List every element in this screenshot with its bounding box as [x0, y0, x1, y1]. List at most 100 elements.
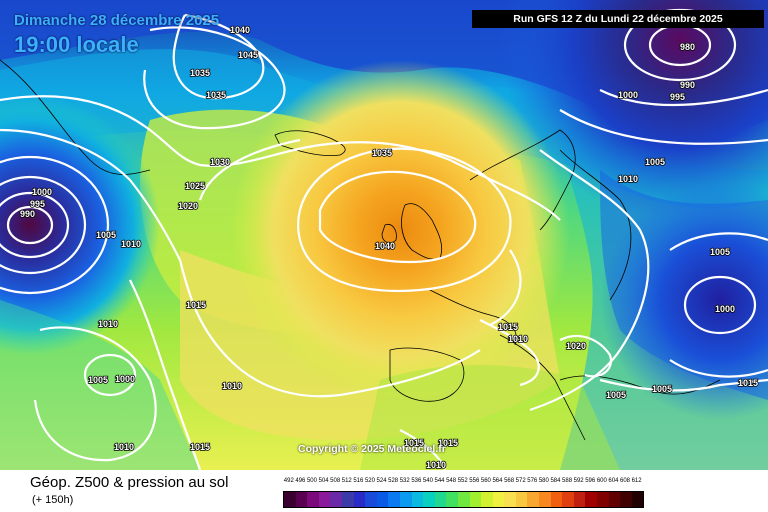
- scale-label: 572: [515, 478, 526, 484]
- scale-swatch: [446, 492, 458, 507]
- isobar-label: 1015: [438, 438, 458, 448]
- scale-label: 508: [330, 478, 341, 484]
- scale-swatch: [295, 492, 308, 507]
- isobar-label: 1035: [372, 148, 392, 158]
- scale-swatch: [481, 492, 493, 507]
- isobar-label: 1010: [222, 381, 242, 391]
- isobar-label: 1035: [190, 68, 210, 78]
- isobar-label: 980: [680, 42, 695, 52]
- isobar-label: 1020: [566, 341, 586, 351]
- isobar-label: 990: [680, 80, 695, 90]
- scale-label: 604: [608, 478, 619, 484]
- scale-swatch: [515, 492, 528, 507]
- isobar-label: 1010: [98, 319, 118, 329]
- scale-swatch: [585, 492, 598, 507]
- isobar-label: 1035: [206, 90, 226, 100]
- isobar-label: 1030: [210, 157, 230, 167]
- scale-label: 600: [596, 478, 607, 484]
- geopotential-pressure-map: 1040104510351035103010251020100099599010…: [0, 0, 768, 470]
- scale-swatch: [353, 492, 366, 507]
- isobar-label: 1000: [618, 90, 638, 100]
- scale-swatch: [550, 492, 563, 507]
- scale-swatch: [399, 492, 412, 507]
- isobar-label: 1015: [498, 322, 518, 332]
- scale-label: 540: [422, 478, 433, 484]
- forecast-date: Dimanche 28 décembre 2025: [14, 12, 220, 29]
- scale-label: 504: [318, 478, 329, 484]
- scale-swatch: [330, 492, 342, 507]
- scale-label: 588: [562, 478, 573, 484]
- isobar-label: 1010: [114, 442, 134, 452]
- isobar-label: 1015: [738, 378, 758, 388]
- scale-label: 496: [295, 478, 306, 484]
- isobar-label: 1000: [715, 304, 735, 314]
- isobar-label: 1015: [404, 438, 424, 448]
- weather-map: 1040 1045 1035 1035 1030 1025 1020 1000 995 990 10…: [0, 0, 768, 470]
- isobar-label: 1010: [121, 239, 141, 249]
- scale-swatch: [562, 492, 574, 507]
- isobar-label: 1045: [238, 50, 258, 60]
- scale-swatch: [539, 492, 551, 507]
- scale-swatch: [631, 492, 644, 507]
- isobar-label: 1000: [115, 374, 135, 384]
- isobar-label: 1040: [230, 25, 250, 35]
- scale-label: 532: [399, 478, 410, 484]
- scale-label: 528: [388, 478, 399, 484]
- map-title: Géop. Z500 & pression au sol: [30, 474, 229, 491]
- scale-label: 584: [550, 478, 561, 484]
- isobar-label: 1010: [618, 174, 638, 184]
- isobar-label: 995: [670, 92, 685, 102]
- scale-label: 612: [631, 478, 642, 484]
- scale-label: 556: [469, 478, 480, 484]
- isobar-label: 1015: [186, 300, 206, 310]
- scale-swatch: [504, 492, 516, 507]
- isobar-label: 1005: [88, 375, 108, 385]
- scale-label: 548: [446, 478, 457, 484]
- isobar-label: 1005: [96, 230, 116, 240]
- isobar-labels: 1040104510351035103010251020100099599010…: [19, 24, 759, 470]
- scale-label: 520: [364, 478, 375, 484]
- scale-swatch: [284, 492, 296, 507]
- scale-swatch: [527, 492, 540, 507]
- scale-swatch: [365, 492, 377, 507]
- scale-label: 580: [538, 478, 549, 484]
- forecast-time: 19:00 locale: [14, 32, 139, 57]
- isobar-label: 1000: [32, 187, 52, 197]
- isobar-label: 990: [20, 209, 35, 219]
- isobar-label: 1020: [178, 201, 198, 211]
- isobar-label: 1005: [710, 247, 730, 257]
- model-run-label: Run GFS 12 Z du Lundi 22 décembre 2025: [472, 10, 764, 28]
- scale-label: 592: [573, 478, 584, 484]
- isobar-label: 1010: [508, 334, 528, 344]
- scale-label: 560: [480, 478, 491, 484]
- isobar-label: 1015: [190, 442, 210, 452]
- scale-swatch: [376, 492, 389, 507]
- scale-label: 500: [306, 478, 317, 484]
- scale-label: 552: [457, 478, 468, 484]
- scale-swatch: [620, 492, 632, 507]
- scale-label: 608: [620, 478, 631, 484]
- scale-swatch: [318, 492, 331, 507]
- scale-swatch: [423, 492, 435, 507]
- isobar-label: 1005: [645, 157, 665, 167]
- scale-swatch: [597, 492, 609, 507]
- scale-swatch: [492, 492, 505, 507]
- scale-swatch: [573, 492, 586, 507]
- scale-label: 524: [376, 478, 387, 484]
- scale-label: 576: [527, 478, 538, 484]
- isobars: [0, 8, 768, 470]
- scale-label: 568: [504, 478, 515, 484]
- scale-swatch: [388, 492, 400, 507]
- scale-label: 512: [341, 478, 352, 484]
- scale-swatch: [411, 492, 424, 507]
- copyright-notice: Copyright © 2025 Meteociel.fr: [298, 443, 446, 455]
- scale-label: 544: [434, 478, 445, 484]
- scale-label: 516: [353, 478, 364, 484]
- isobar-label: 1005: [652, 384, 672, 394]
- footer-legend: Géop. Z500 & pression au sol (+ 150h) 49…: [0, 470, 768, 512]
- scale-swatch: [341, 492, 354, 507]
- color-scale-labels: 492 496 500 504 508 512 516 520 524 528 532 536 540 5…: [283, 478, 642, 484]
- scale-label: 536: [411, 478, 422, 484]
- forecast-step: (+ 150h): [32, 494, 74, 506]
- scale-label: 596: [585, 478, 596, 484]
